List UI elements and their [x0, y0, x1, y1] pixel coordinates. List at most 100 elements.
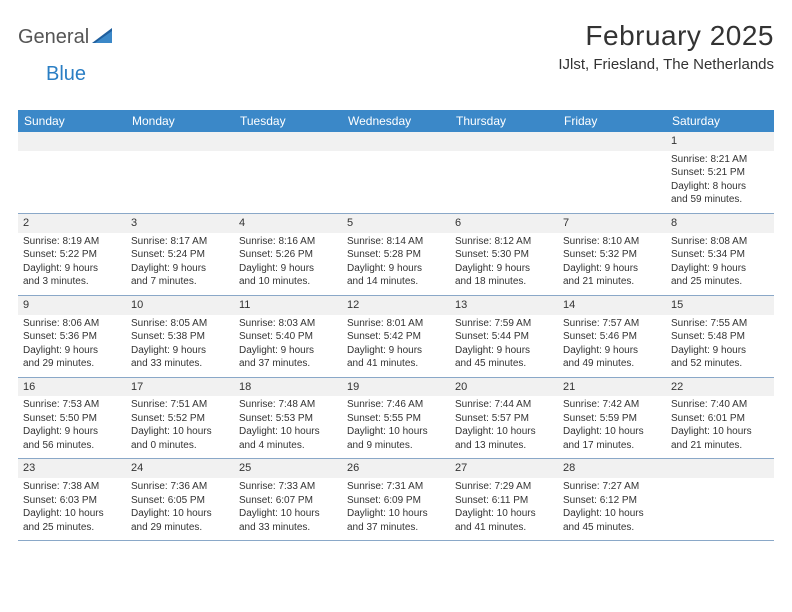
day-cell: 20Sunrise: 7:44 AMSunset: 5:57 PMDayligh… — [450, 378, 558, 459]
sunset-text: Sunset: 5:55 PM — [347, 412, 445, 426]
day-number: 7 — [563, 217, 569, 229]
day-number — [347, 135, 350, 147]
daylight-text: and 41 minutes. — [347, 357, 445, 371]
daylight-text: and 21 minutes. — [671, 439, 769, 453]
sunset-text: Sunset: 5:28 PM — [347, 248, 445, 262]
day-number-strip: 28 — [558, 459, 666, 478]
day-number-strip: 14 — [558, 296, 666, 315]
day-number-strip: 27 — [450, 459, 558, 478]
sunset-text: Sunset: 5:30 PM — [455, 248, 553, 262]
daylight-text: Daylight: 9 hours — [23, 425, 121, 439]
day-number: 3 — [131, 217, 137, 229]
day-cell: 25Sunrise: 7:33 AMSunset: 6:07 PMDayligh… — [234, 459, 342, 540]
daylight-text: Daylight: 9 hours — [239, 344, 337, 358]
day-number-strip: 22 — [666, 378, 774, 397]
daylight-text: and 37 minutes. — [239, 357, 337, 371]
daylight-text: Daylight: 9 hours — [671, 344, 769, 358]
sunset-text: Sunset: 5:32 PM — [563, 248, 661, 262]
daylight-text: Daylight: 9 hours — [131, 344, 229, 358]
daylight-text: and 33 minutes. — [131, 357, 229, 371]
day-cell: 13Sunrise: 7:59 AMSunset: 5:44 PMDayligh… — [450, 296, 558, 377]
calendar: Sunday Monday Tuesday Wednesday Thursday… — [18, 110, 774, 541]
week-row: 2Sunrise: 8:19 AMSunset: 5:22 PMDaylight… — [18, 214, 774, 296]
daylight-text: and 37 minutes. — [347, 521, 445, 535]
daylight-text: Daylight: 9 hours — [455, 344, 553, 358]
logo-text-general: General — [18, 26, 89, 49]
daylight-text: Daylight: 10 hours — [131, 425, 229, 439]
day-number-strip: 13 — [450, 296, 558, 315]
sunrise-text: Sunrise: 8:06 AM — [23, 317, 121, 331]
day-cell: 12Sunrise: 8:01 AMSunset: 5:42 PMDayligh… — [342, 296, 450, 377]
week-row: 23Sunrise: 7:38 AMSunset: 6:03 PMDayligh… — [18, 459, 774, 541]
sunset-text: Sunset: 5:52 PM — [131, 412, 229, 426]
daylight-text: and 41 minutes. — [455, 521, 553, 535]
day-number-strip: 26 — [342, 459, 450, 478]
daylight-text: and 29 minutes. — [131, 521, 229, 535]
page-title: February 2025 — [558, 20, 774, 52]
day-number — [671, 462, 674, 474]
daylight-text: and 17 minutes. — [563, 439, 661, 453]
sunset-text: Sunset: 5:59 PM — [563, 412, 661, 426]
daylight-text: Daylight: 9 hours — [563, 344, 661, 358]
sunrise-text: Sunrise: 7:27 AM — [563, 480, 661, 494]
sunrise-text: Sunrise: 7:33 AM — [239, 480, 337, 494]
week-row: 9Sunrise: 8:06 AMSunset: 5:36 PMDaylight… — [18, 296, 774, 378]
day-number-strip: 21 — [558, 378, 666, 397]
day-number: 26 — [347, 462, 359, 474]
daylight-text: and 59 minutes. — [671, 193, 769, 207]
day-number-strip: 8 — [666, 214, 774, 233]
daylight-text: and 45 minutes. — [455, 357, 553, 371]
sunrise-text: Sunrise: 8:12 AM — [455, 235, 553, 249]
day-number-strip — [450, 132, 558, 151]
sunrise-text: Sunrise: 8:21 AM — [671, 153, 769, 167]
day-number — [23, 135, 26, 147]
sunrise-text: Sunrise: 7:55 AM — [671, 317, 769, 331]
sunrise-text: Sunrise: 7:31 AM — [347, 480, 445, 494]
daylight-text: Daylight: 10 hours — [347, 507, 445, 521]
day-cell: 28Sunrise: 7:27 AMSunset: 6:12 PMDayligh… — [558, 459, 666, 540]
dow-saturday: Saturday — [666, 110, 774, 132]
day-number: 28 — [563, 462, 575, 474]
day-cell: 3Sunrise: 8:17 AMSunset: 5:24 PMDaylight… — [126, 214, 234, 295]
sunset-text: Sunset: 6:11 PM — [455, 494, 553, 508]
day-number-strip: 7 — [558, 214, 666, 233]
day-number: 5 — [347, 217, 353, 229]
day-number: 20 — [455, 381, 467, 393]
day-number: 8 — [671, 217, 677, 229]
daylight-text: and 21 minutes. — [563, 275, 661, 289]
day-number: 22 — [671, 381, 683, 393]
day-cell: 26Sunrise: 7:31 AMSunset: 6:09 PMDayligh… — [342, 459, 450, 540]
logo-text-blue: Blue — [46, 63, 86, 85]
sunset-text: Sunset: 5:50 PM — [23, 412, 121, 426]
day-cell: 7Sunrise: 8:10 AMSunset: 5:32 PMDaylight… — [558, 214, 666, 295]
daylight-text: Daylight: 9 hours — [563, 262, 661, 276]
day-number: 12 — [347, 299, 359, 311]
daylight-text: Daylight: 10 hours — [455, 507, 553, 521]
day-number-strip: 16 — [18, 378, 126, 397]
day-number — [131, 135, 134, 147]
day-number — [239, 135, 242, 147]
sunrise-text: Sunrise: 7:46 AM — [347, 398, 445, 412]
daylight-text: Daylight: 10 hours — [239, 425, 337, 439]
daylight-text: Daylight: 10 hours — [563, 425, 661, 439]
day-number-strip: 25 — [234, 459, 342, 478]
day-cell — [18, 132, 126, 213]
sunset-text: Sunset: 5:48 PM — [671, 330, 769, 344]
day-number: 18 — [239, 381, 251, 393]
day-number-strip — [18, 132, 126, 151]
day-number-strip: 15 — [666, 296, 774, 315]
sunset-text: Sunset: 5:46 PM — [563, 330, 661, 344]
sunrise-text: Sunrise: 8:01 AM — [347, 317, 445, 331]
day-cell: 8Sunrise: 8:08 AMSunset: 5:34 PMDaylight… — [666, 214, 774, 295]
day-cell — [234, 132, 342, 213]
day-cell: 11Sunrise: 8:03 AMSunset: 5:40 PMDayligh… — [234, 296, 342, 377]
day-cell: 21Sunrise: 7:42 AMSunset: 5:59 PMDayligh… — [558, 378, 666, 459]
day-number-strip: 19 — [342, 378, 450, 397]
day-number: 13 — [455, 299, 467, 311]
dow-tuesday: Tuesday — [234, 110, 342, 132]
daylight-text: and 45 minutes. — [563, 521, 661, 535]
day-number: 21 — [563, 381, 575, 393]
sunrise-text: Sunrise: 7:36 AM — [131, 480, 229, 494]
logo-triangle-icon — [92, 26, 114, 49]
sunset-text: Sunset: 6:12 PM — [563, 494, 661, 508]
